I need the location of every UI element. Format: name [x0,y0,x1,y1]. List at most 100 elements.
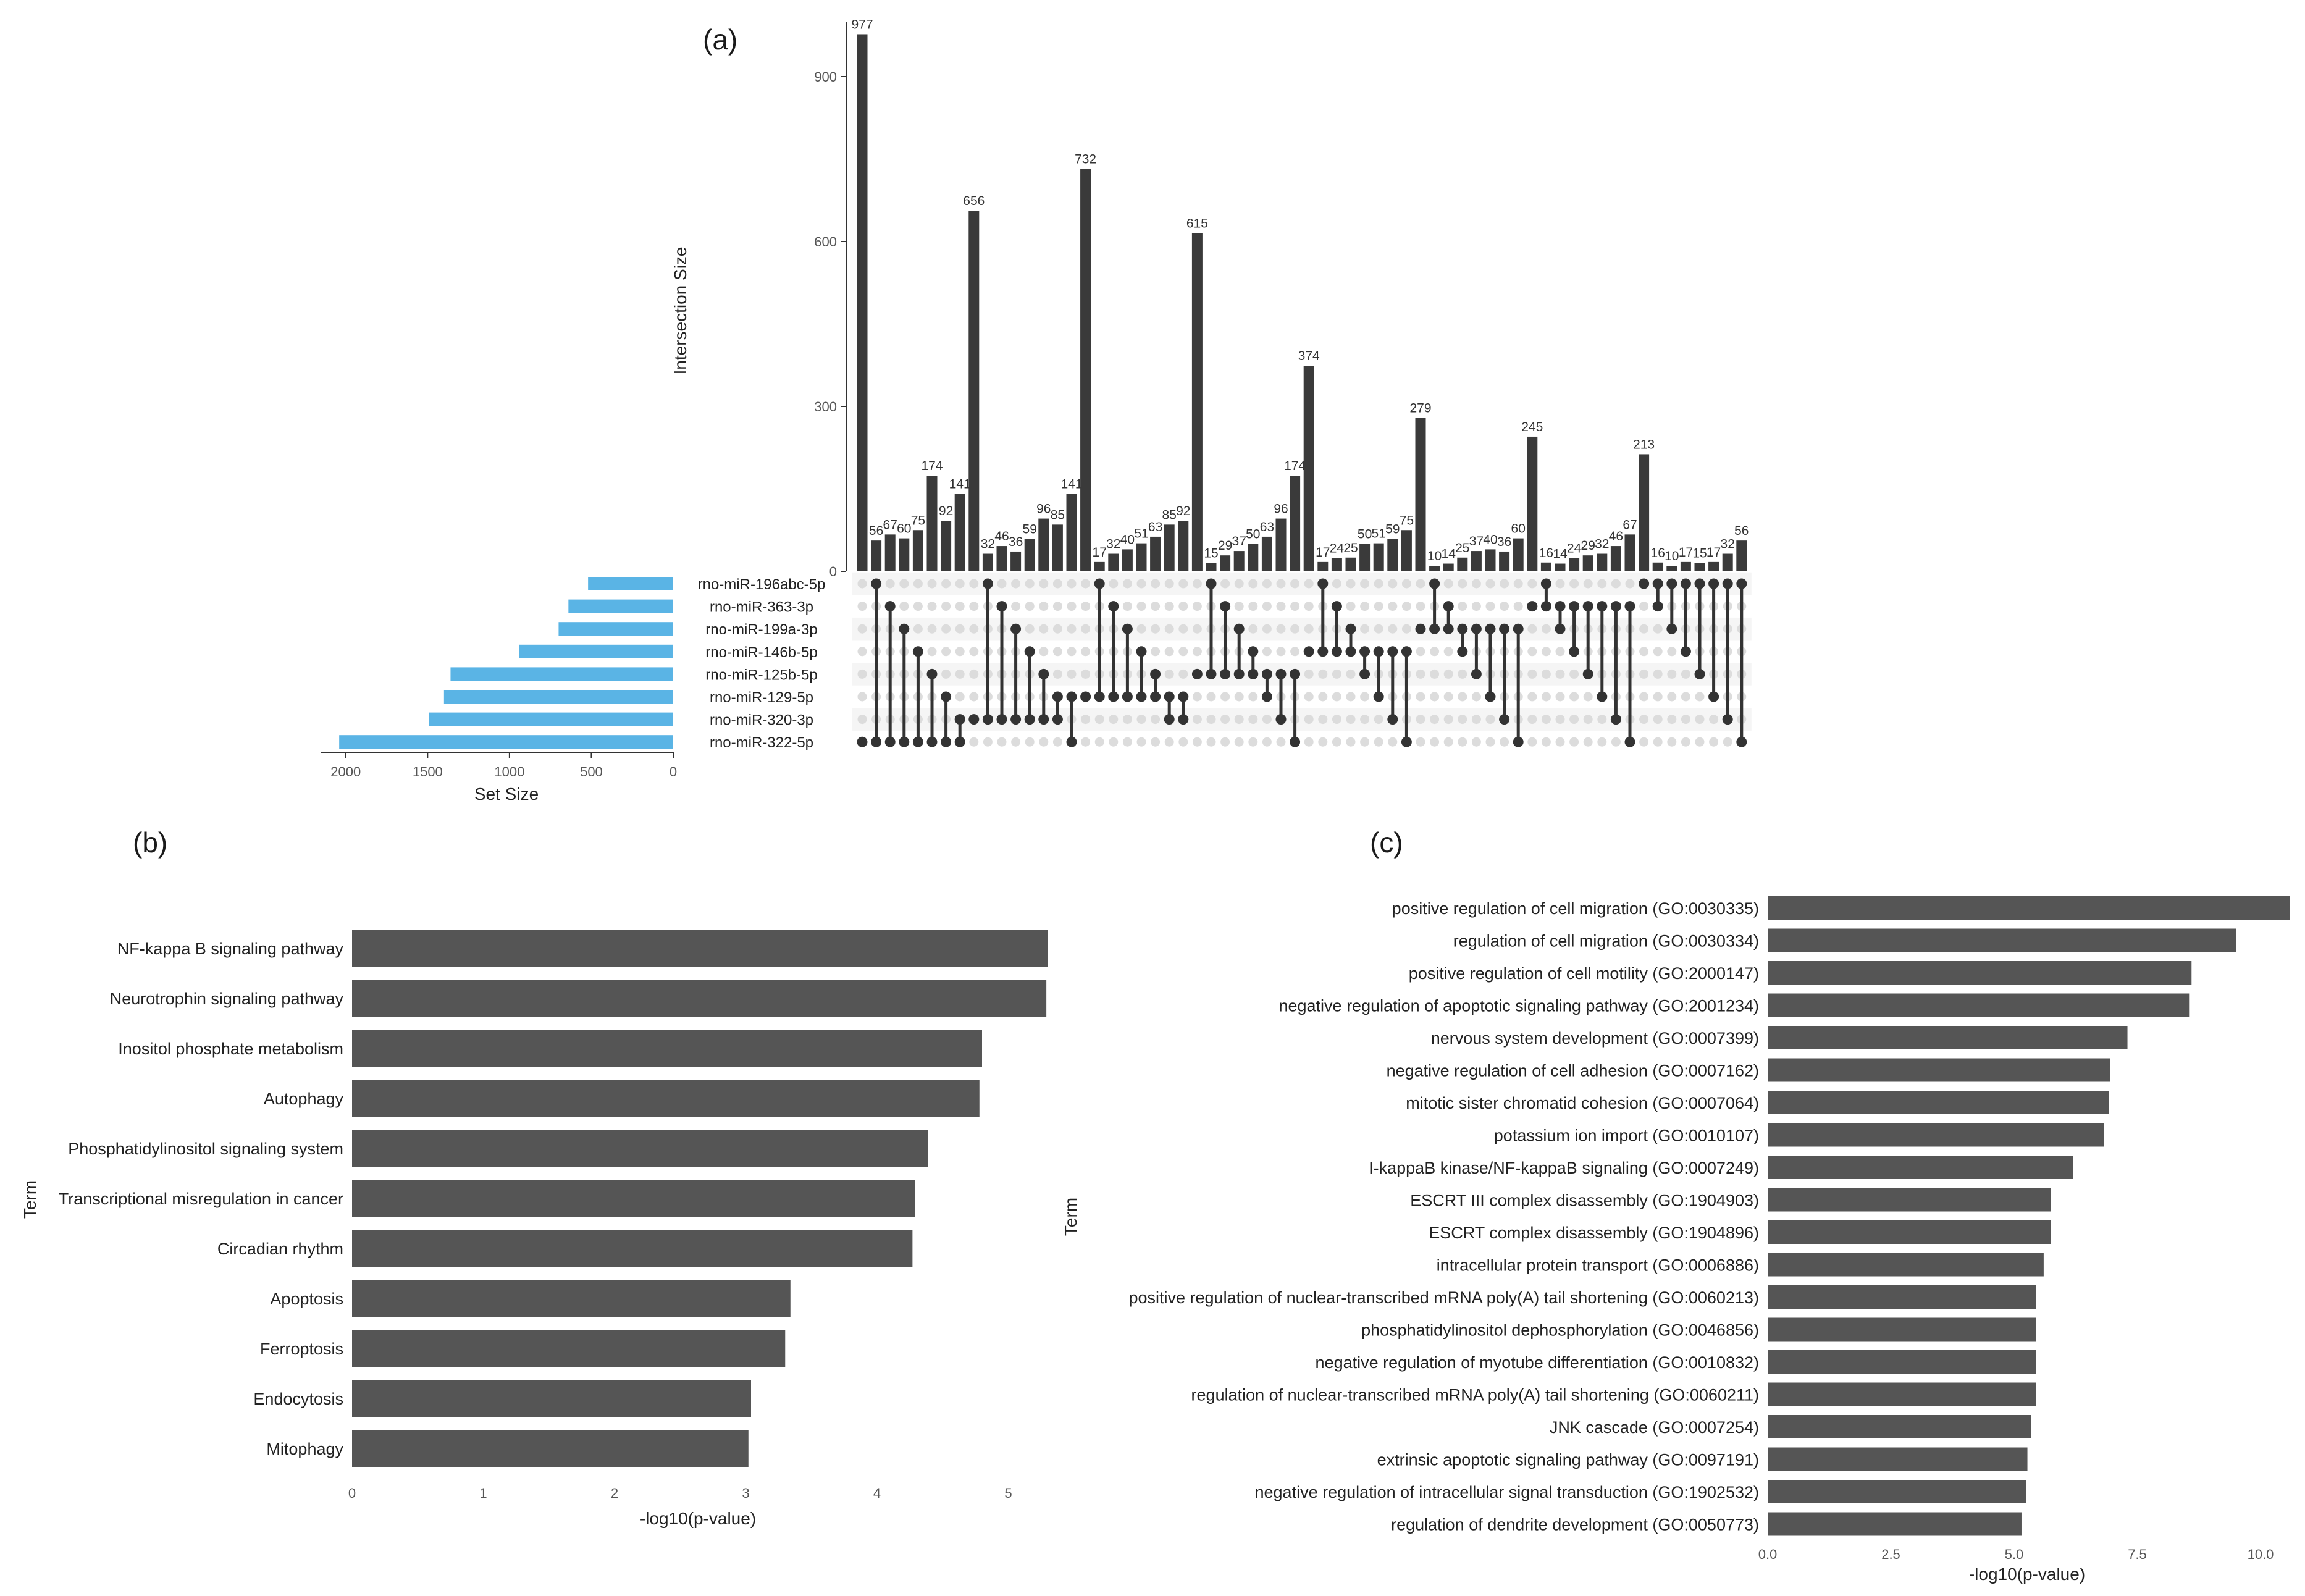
matrix-empty-dot [1401,624,1411,634]
matrix-empty-dot [1541,737,1551,747]
intersection-bar [1010,551,1022,571]
matrix-empty-dot [1569,715,1579,724]
intersection-value-label: 374 [1298,349,1320,363]
matrix-empty-dot [1430,737,1440,747]
matrix-empty-dot [1094,715,1104,724]
intersection-value-label: 92 [939,504,953,518]
matrix-empty-dot [1122,715,1132,724]
matrix-empty-dot [857,602,867,611]
matrix-active-dot [1024,646,1035,657]
intersection-bar [1164,524,1175,571]
intersection-value-label: 14 [1442,547,1456,561]
x-tick-label: 3 [742,1485,749,1501]
matrix-empty-dot [1681,737,1690,747]
intersection-bar [1555,563,1566,571]
term-label: JNK cascade (GO:0007254) [1550,1418,1759,1437]
intersection-bar [1680,561,1691,571]
matrix-active-dot [1275,714,1287,725]
term-label: mitotic sister chromatid cohesion (GO:00… [1406,1094,1759,1112]
term-bar [352,1230,913,1267]
matrix-empty-dot [1555,647,1565,657]
intersection-value-label: 17 [1316,545,1330,560]
intersection-bar [1610,546,1621,571]
term-bar [1768,928,2236,952]
intersection-bar [1331,558,1342,571]
matrix-active-dot [1122,623,1133,634]
matrix-empty-dot [1220,692,1230,702]
matrix-active-dot [1038,668,1049,679]
intersection-bar [1373,543,1384,571]
matrix-active-dot [884,601,896,612]
matrix-active-dot [1387,714,1398,725]
intersection-bar [1443,563,1454,571]
matrix-empty-dot [1304,737,1314,747]
matrix-empty-dot [1151,624,1161,634]
matrix-empty-dot [1276,647,1286,657]
matrix-active-dot [1094,691,1105,702]
intersection-bar [1471,551,1482,571]
matrix-empty-dot [1276,579,1286,589]
matrix-empty-dot [1346,602,1356,611]
term-bar [1768,1415,2031,1438]
matrix-active-dot [857,736,868,747]
intersection-value-label: 37 [1469,534,1484,548]
y-tick-label: 300 [814,399,837,414]
matrix-empty-dot [1443,647,1453,657]
matrix-active-dot [1233,623,1245,634]
matrix-active-dot [954,714,965,725]
matrix-active-dot [1066,736,1077,747]
intersection-size-axis-title: Intersection Size [671,247,690,375]
matrix-empty-dot [1709,737,1719,747]
set-size-bar [443,690,673,704]
matrix-empty-dot [1611,579,1621,589]
matrix-empty-dot [1527,579,1537,589]
intersection-bar [1038,518,1049,571]
matrix-empty-dot [1332,669,1341,679]
intersection-value-label: 50 [1246,527,1260,542]
matrix-empty-dot [1192,602,1202,611]
matrix-empty-dot [1500,737,1509,747]
matrix-empty-dot [1709,715,1719,724]
matrix-empty-dot [1192,715,1202,724]
intersection-value-label: 32 [981,537,995,552]
x-tick-label: 10.0 [2248,1547,2274,1562]
matrix-active-dot [1359,646,1371,657]
matrix-empty-dot [1025,602,1035,611]
matrix-active-dot [1136,691,1147,702]
matrix-empty-dot [1667,647,1677,657]
intersection-bar [968,211,980,571]
matrix-empty-dot [1346,579,1356,589]
matrix-active-dot [899,623,910,634]
intersection-value-label: 75 [911,513,925,527]
intersection-value-label: 16 [1651,546,1665,560]
matrix-empty-dot [1220,715,1230,724]
matrix-empty-dot [1360,602,1370,611]
matrix-active-dot [1485,623,1496,634]
intersection-bar [1457,557,1468,571]
intersection-bar [1261,536,1272,571]
matrix-empty-dot [1374,715,1383,724]
term-bar [1768,993,2190,1017]
matrix-empty-dot [1220,737,1230,747]
matrix-empty-dot [1290,647,1300,657]
intersection-value-label: 24 [1330,542,1345,556]
matrix-empty-dot [1569,692,1579,702]
matrix-active-dot [1555,601,1566,612]
matrix-empty-dot [1067,624,1077,634]
intersection-bar [1136,543,1147,571]
matrix-empty-dot [1667,737,1677,747]
matrix-empty-dot [955,692,965,702]
matrix-empty-dot [1597,579,1607,589]
matrix-empty-dot [1220,579,1230,589]
matrix-empty-dot [1248,579,1258,589]
term-bar [1768,1026,2128,1049]
matrix-active-dot [1331,646,1342,657]
term-bar [1768,1480,2026,1503]
intersection-bar [1052,524,1063,571]
matrix-empty-dot [1443,692,1453,702]
intersection-bar [1206,563,1217,571]
set-size-tick-label: 0 [670,764,677,779]
matrix-empty-dot [1178,647,1188,657]
matrix-empty-dot [941,647,951,657]
